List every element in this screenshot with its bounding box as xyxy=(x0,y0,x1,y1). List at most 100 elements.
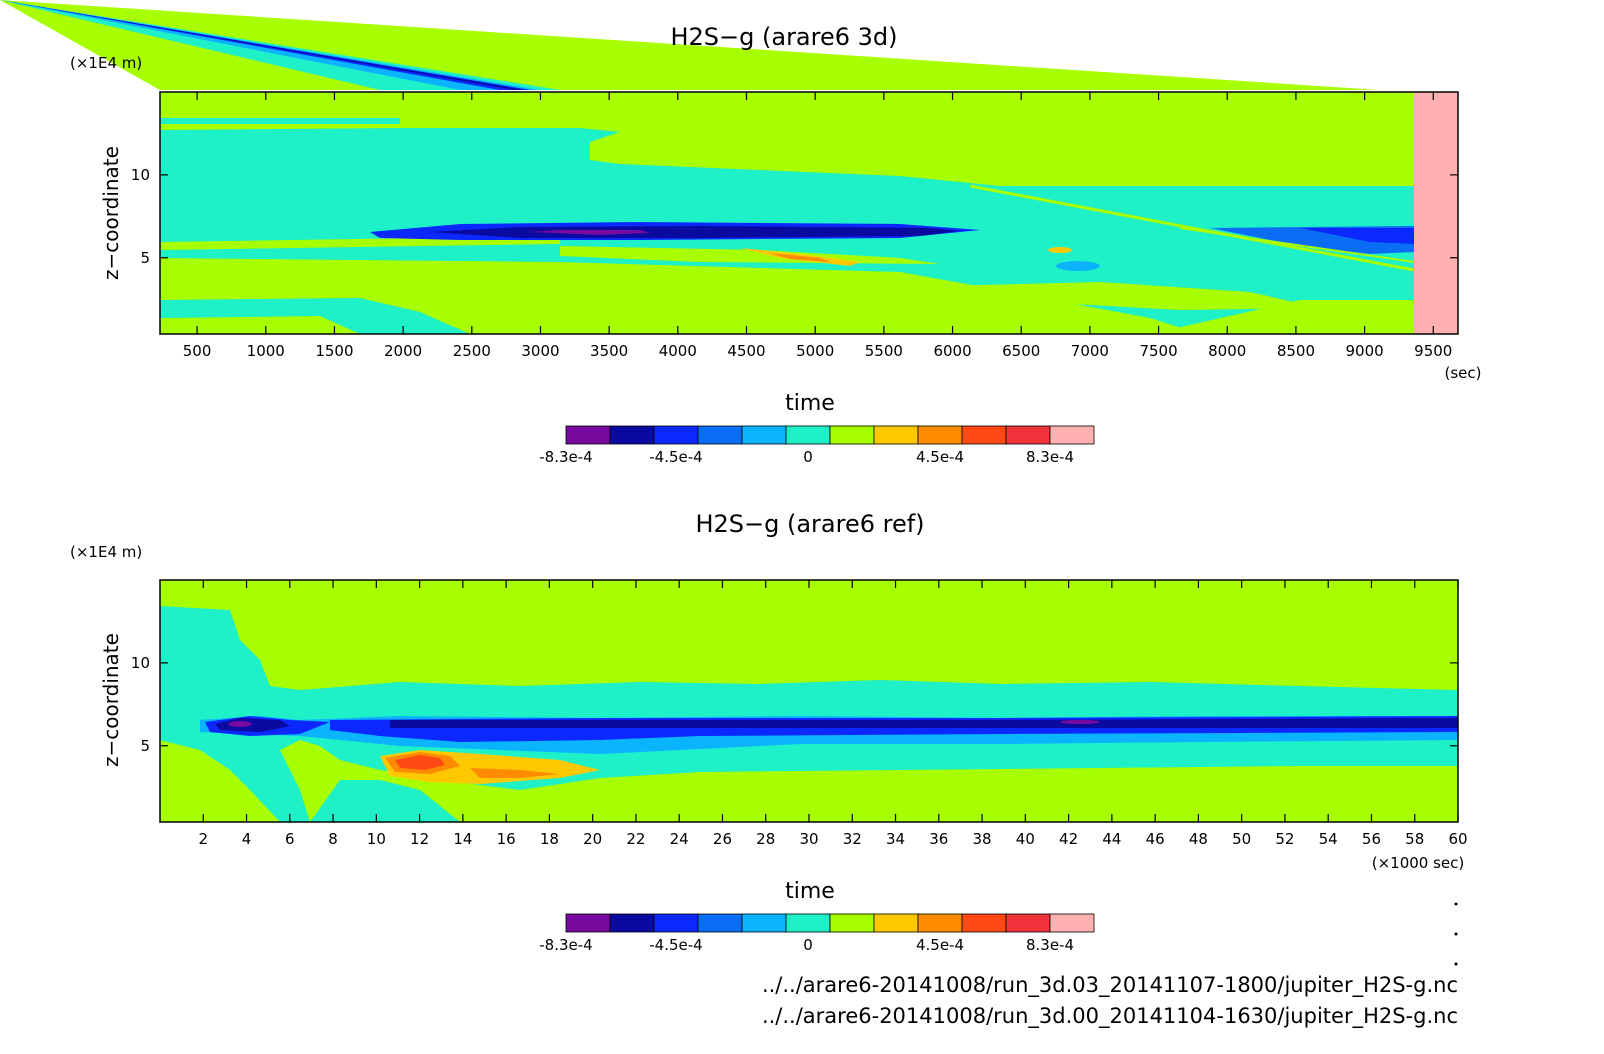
x-tick-label: 54 xyxy=(1319,830,1338,848)
x-tick-label: 3500 xyxy=(590,342,628,360)
panel-3d-x-label: time xyxy=(785,391,835,416)
x-tick-label: 10 xyxy=(367,830,386,848)
panel-3d-frame xyxy=(159,91,1459,335)
x-tick-label: 8 xyxy=(328,830,338,848)
x-tick-label: 2 xyxy=(198,830,208,848)
colorbar-segment xyxy=(609,913,655,933)
x-tick-label: 7000 xyxy=(1071,342,1109,360)
x-tick-label: 48 xyxy=(1189,830,1208,848)
x-tick-label: 46 xyxy=(1146,830,1165,848)
colorbar-segment xyxy=(785,913,831,933)
colorbar-segment xyxy=(917,425,963,445)
colorbar-segment xyxy=(873,913,919,933)
dot-mark xyxy=(1454,902,1458,906)
x-tick-label: 5000 xyxy=(796,342,834,360)
x-tick-label: 52 xyxy=(1275,830,1294,848)
x-tick-label: 3000 xyxy=(521,342,559,360)
panel-ref-y-label: z−coordinate xyxy=(99,633,123,767)
colorbar-label: -4.5e-4 xyxy=(649,936,702,954)
colorbar-label: 4.5e-4 xyxy=(916,448,964,466)
x-tick-label: 6 xyxy=(285,830,295,848)
x-tick-label: 58 xyxy=(1405,830,1424,848)
panel-ref-field xyxy=(160,580,1458,822)
colorbar-segment xyxy=(1049,913,1095,933)
panel-ref-colorbar: -8.3e-4 -4.5e-4 0 4.5e-4 8.3e-4 xyxy=(539,913,1095,954)
colorbar-segment xyxy=(1005,913,1051,933)
top-wedge-artifact xyxy=(0,0,1380,90)
x-tick-label: 4000 xyxy=(659,342,697,360)
x-tick-label: 4 xyxy=(242,830,252,848)
x-tick-label: 7500 xyxy=(1139,342,1177,360)
x-tick-label: 2000 xyxy=(384,342,422,360)
colorbar-label: 8.3e-4 xyxy=(1026,936,1074,954)
panel-3d-y-label: z−coordinate xyxy=(99,146,123,280)
y-tick-label: 5 xyxy=(140,249,150,267)
x-tick-label: 14 xyxy=(453,830,472,848)
colorbar-segment xyxy=(653,425,699,445)
x-tick-label: 500 xyxy=(183,342,212,360)
panel-3d-x-axis: 500 1000 1500 2000 2500 3000 3500 4000 4500 5000 5… xyxy=(183,92,1452,360)
x-tick-label: 56 xyxy=(1362,830,1381,848)
colorbar-label: 0 xyxy=(803,936,813,954)
colorbar-segment xyxy=(653,913,699,933)
panel-3d-y-axis: 5 10 xyxy=(131,166,1458,267)
x-tick-label: 20 xyxy=(583,830,602,848)
x-tick-label: 26 xyxy=(713,830,732,848)
panel-3d-colorbar: -8.3e-4 -4.5e-4 0 4.5e-4 8.3e-4 xyxy=(539,425,1095,466)
colorbar-label: -8.3e-4 xyxy=(539,448,592,466)
x-tick-label: 4500 xyxy=(727,342,765,360)
x-tick-label: 6000 xyxy=(933,342,971,360)
colorbar-segment xyxy=(697,913,743,933)
x-tick-label: 34 xyxy=(886,830,905,848)
dot-mark xyxy=(1454,962,1458,966)
x-tick-label: 44 xyxy=(1102,830,1121,848)
x-tick-label: 36 xyxy=(929,830,948,848)
y-tick-label: 10 xyxy=(131,654,150,672)
x-tick-label: 42 xyxy=(1059,830,1078,848)
x-tick-label: 2500 xyxy=(453,342,491,360)
panel-ref: H2S−g (arare6 ref) (×1E4 m) 2 xyxy=(70,510,1468,954)
colorbar-label: -4.5e-4 xyxy=(649,448,702,466)
y-tick-label: 10 xyxy=(131,166,150,184)
x-tick-label: 8500 xyxy=(1277,342,1315,360)
colorbar-segment xyxy=(1049,425,1095,445)
x-tick-label: 16 xyxy=(497,830,516,848)
x-tick-label: 9000 xyxy=(1346,342,1384,360)
colorbar-segment xyxy=(565,913,611,933)
colorbar-segment xyxy=(741,425,787,445)
colorbar-label: 8.3e-4 xyxy=(1026,448,1074,466)
x-tick-label: 8000 xyxy=(1208,342,1246,360)
panel-3d-y-unit: (×1E4 m) xyxy=(70,54,142,72)
x-tick-label: 28 xyxy=(756,830,775,848)
colorbar-segment xyxy=(873,425,919,445)
panel-3d-title: H2S−g (arare6 3d) xyxy=(670,23,897,51)
y-tick-label: 5 xyxy=(140,737,150,755)
x-tick-label: 50 xyxy=(1232,830,1251,848)
x-tick-label: 9500 xyxy=(1414,342,1452,360)
panel-ref-y-axis: 5 10 xyxy=(131,654,1458,755)
panel-3d-x-unit: (sec) xyxy=(1445,364,1482,382)
panel-ref-x-label: time xyxy=(785,879,835,904)
colorbar-label: 4.5e-4 xyxy=(916,936,964,954)
colorbar-segment xyxy=(961,425,1007,445)
x-tick-label: 6500 xyxy=(1002,342,1040,360)
panel-ref-x-unit: (×1000 sec) xyxy=(1372,854,1465,872)
colorbar-segment xyxy=(829,913,875,933)
x-tick-label: 24 xyxy=(670,830,689,848)
colorbar-segment xyxy=(785,425,831,445)
x-tick-label: 12 xyxy=(410,830,429,848)
colorbar-segment xyxy=(565,425,611,445)
colorbar-segment xyxy=(609,425,655,445)
panel-ref-y-unit: (×1E4 m) xyxy=(70,543,142,561)
colorbar-segment xyxy=(1005,425,1051,445)
x-tick-label: 32 xyxy=(843,830,862,848)
x-tick-label: 40 xyxy=(1016,830,1035,848)
footer-file-1: ../../arare6-20141008/run_3d.03_20141107… xyxy=(762,973,1458,998)
footer-file-2: ../../arare6-20141008/run_3d.00_20141104… xyxy=(762,1004,1458,1029)
x-tick-label: 22 xyxy=(626,830,645,848)
x-tick-label: 30 xyxy=(799,830,818,848)
colorbar-segment xyxy=(697,425,743,445)
x-tick-label: 1500 xyxy=(315,342,353,360)
dot-mark xyxy=(1454,932,1458,936)
